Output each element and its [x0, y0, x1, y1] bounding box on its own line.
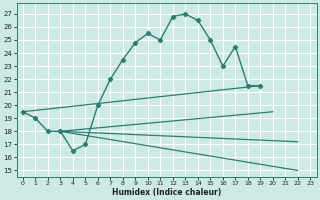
X-axis label: Humidex (Indice chaleur): Humidex (Indice chaleur): [112, 188, 221, 197]
